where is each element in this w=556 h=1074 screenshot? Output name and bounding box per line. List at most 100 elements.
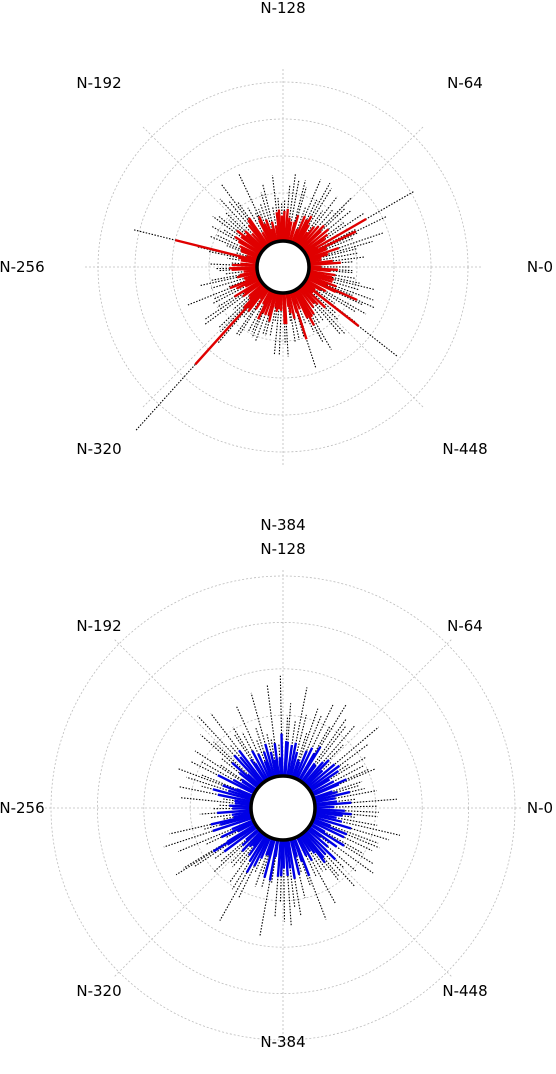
whisker <box>295 289 332 350</box>
whisker <box>308 270 356 279</box>
bar <box>302 831 325 859</box>
bar <box>307 273 333 283</box>
bar <box>303 280 316 291</box>
bar <box>304 829 337 861</box>
bar <box>234 799 252 805</box>
outlier-bar <box>289 291 308 340</box>
angle-label: N-192 <box>76 617 121 635</box>
bar <box>314 812 337 820</box>
bar <box>308 258 322 264</box>
bar <box>313 814 343 823</box>
bar <box>304 759 330 786</box>
bar <box>247 833 266 857</box>
bar <box>310 780 335 795</box>
angle-label: N-0 <box>527 799 553 817</box>
whisker <box>314 814 401 836</box>
whisker <box>308 272 375 291</box>
bar <box>311 820 345 839</box>
whisker <box>201 785 253 801</box>
angle-label: N-384 <box>260 516 305 534</box>
bar <box>220 820 255 839</box>
bar <box>233 279 262 298</box>
whisker <box>313 780 363 799</box>
bar <box>265 837 274 856</box>
whisker <box>226 245 259 259</box>
angle-label: N-256 <box>0 799 45 817</box>
bar <box>247 219 269 247</box>
bar <box>293 289 309 319</box>
bar <box>308 259 333 266</box>
bar <box>275 292 281 312</box>
bar <box>251 232 267 249</box>
bar <box>286 744 294 777</box>
bar <box>276 839 282 877</box>
bar <box>261 231 271 246</box>
bar <box>273 743 281 777</box>
whisker <box>220 757 259 789</box>
bar <box>219 815 253 826</box>
bar <box>253 836 270 867</box>
bar <box>246 254 259 261</box>
bar <box>259 836 272 860</box>
bar <box>254 288 270 310</box>
bar <box>234 801 252 806</box>
bar <box>263 838 276 878</box>
bar <box>313 816 352 830</box>
bar <box>311 778 348 796</box>
angle-label: N-448 <box>442 982 487 1000</box>
whisker <box>222 798 252 804</box>
bar <box>305 278 327 293</box>
angle-label: N-320 <box>76 982 121 1000</box>
whisker <box>205 281 262 320</box>
whisker <box>306 237 353 258</box>
bar <box>299 285 319 306</box>
bar <box>229 804 252 808</box>
bar <box>257 753 271 780</box>
whisker <box>251 290 274 338</box>
bar <box>295 224 310 246</box>
bar <box>261 290 274 314</box>
outlier-bar <box>306 276 358 302</box>
bar <box>301 283 314 294</box>
angle-label: N-320 <box>76 440 121 458</box>
bars <box>163 675 401 936</box>
bar <box>300 224 325 250</box>
whisker <box>254 837 273 887</box>
bar <box>210 813 253 826</box>
whisker <box>312 768 377 797</box>
bar <box>241 830 262 853</box>
whisker <box>308 252 359 263</box>
whisker <box>210 712 265 783</box>
bar <box>263 760 273 779</box>
bar <box>284 839 289 876</box>
center-ring <box>255 239 311 295</box>
whisker <box>283 292 286 345</box>
bar <box>305 769 324 787</box>
bar <box>236 276 260 290</box>
bar <box>303 233 329 253</box>
angle-label: N-0 <box>527 258 553 276</box>
bar <box>233 754 263 786</box>
bar <box>278 757 283 777</box>
bar <box>296 231 309 247</box>
bar <box>314 797 336 804</box>
bar <box>263 223 275 244</box>
bar <box>309 823 345 847</box>
bar <box>238 749 265 784</box>
whisker <box>308 248 357 262</box>
bar <box>310 822 326 833</box>
outlier-bar <box>194 285 267 366</box>
whisker <box>284 839 292 927</box>
bar <box>300 762 316 783</box>
bar <box>249 758 267 782</box>
bar <box>308 267 338 272</box>
bar <box>292 215 307 244</box>
bar <box>229 275 260 290</box>
bar <box>295 836 308 857</box>
bar <box>231 819 254 831</box>
bar <box>283 741 288 777</box>
bar <box>267 291 278 322</box>
bar <box>314 810 343 817</box>
whisker <box>286 839 296 908</box>
bar <box>231 263 258 268</box>
